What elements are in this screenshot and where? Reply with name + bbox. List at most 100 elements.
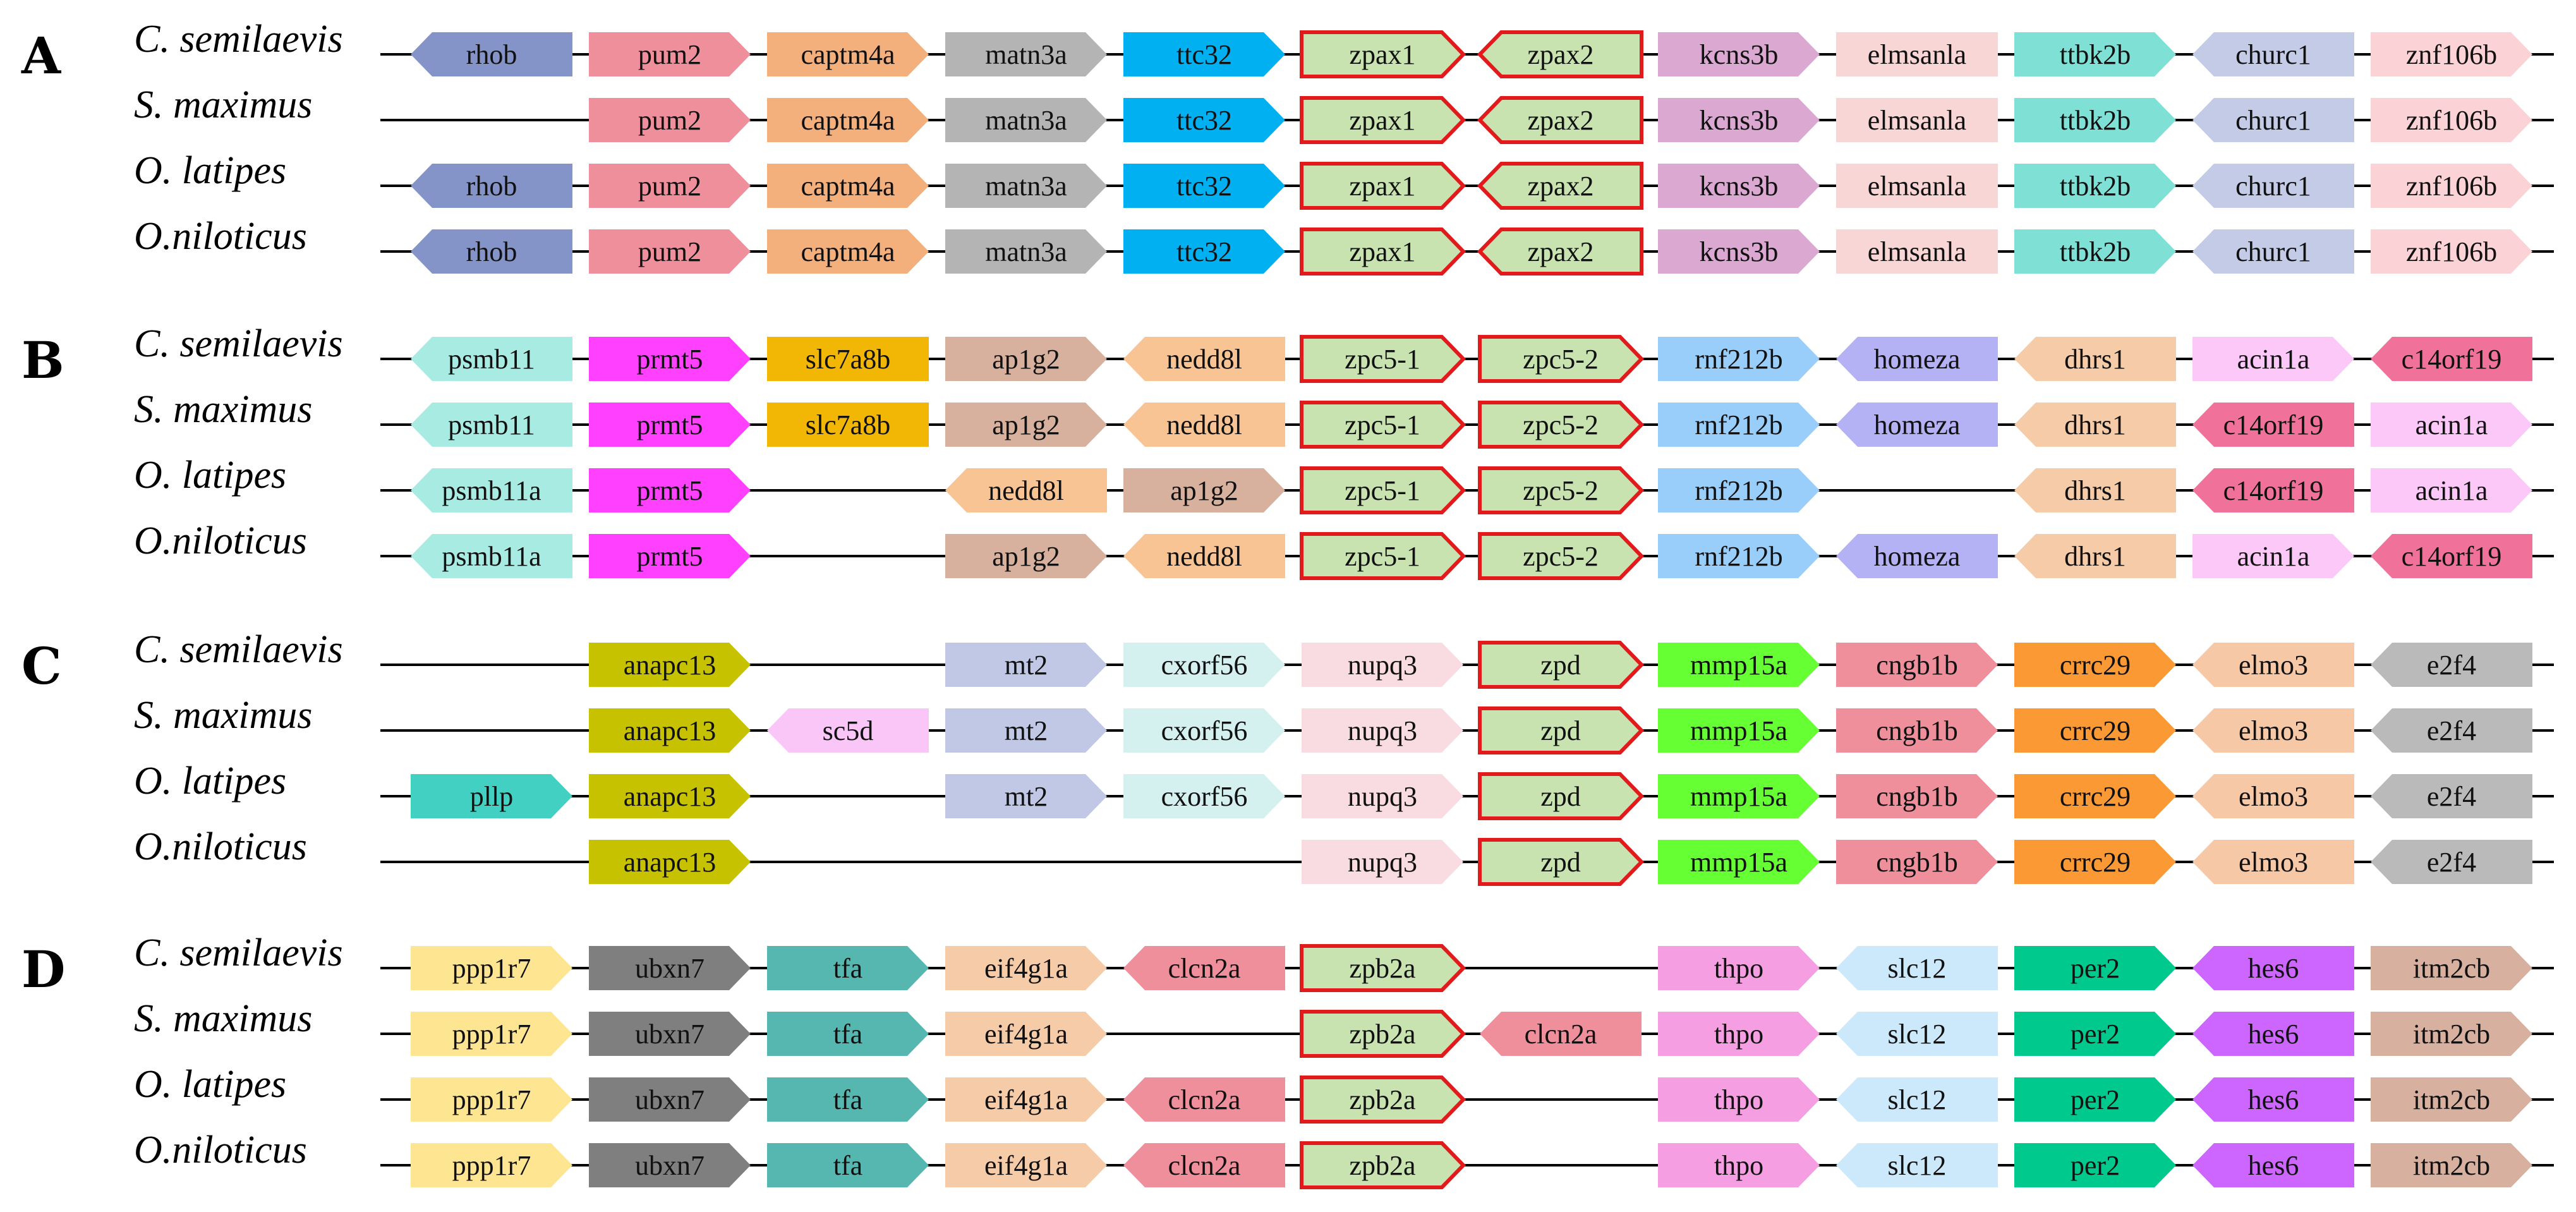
gene-label: mmp15a — [1690, 847, 1787, 878]
gene-label: anapc13 — [624, 847, 717, 878]
gene-label: psmb11 — [448, 409, 535, 440]
gene-zpax2: zpax2 — [1477, 96, 1643, 144]
gene-hes6: hes6 — [2192, 946, 2354, 990]
gene-arrow — [1836, 337, 1998, 381]
gene-captm4a: captm4a — [767, 229, 929, 274]
gene-sc5d: sc5d — [767, 708, 929, 753]
gene-label: homeza — [1874, 541, 1961, 572]
gene-arrow — [2371, 164, 2532, 208]
gene-rhob: rhob — [411, 164, 572, 208]
gene-arrow — [2192, 403, 2354, 447]
gene-label: crrc29 — [2060, 781, 2131, 812]
gene-ubxn7: ubxn7 — [589, 1143, 751, 1187]
zp-gene-arrow — [1300, 401, 1466, 449]
zp-gene-arrow — [1478, 838, 1645, 886]
gene-label: captm4a — [801, 171, 895, 202]
gene-label: c14orf19 — [2402, 344, 2502, 375]
gene-label: zpax2 — [1527, 236, 1593, 267]
species-row: C. semilaevis anapc13 mt2 cxorf56 nupq3 zpd mm… — [134, 628, 2554, 689]
gene-eif4g1a: eif4g1a — [945, 1143, 1107, 1187]
species-label: O.niloticus — [134, 1129, 307, 1172]
gene-psmb11a: psmb11a — [411, 468, 572, 512]
panel-letter: C — [21, 636, 62, 696]
gene-label: clcn2a — [1525, 1019, 1597, 1050]
gene-arrow — [1836, 1012, 1998, 1056]
gene-slc12: slc12 — [1836, 1143, 1998, 1187]
gene-prmt5: prmt5 — [589, 403, 751, 447]
gene-zpax1: zpax1 — [1300, 162, 1466, 210]
gene-elmsanla: elmsanla — [1836, 164, 1998, 208]
gene-arrow — [2192, 534, 2354, 578]
gene-label: slc12 — [1888, 953, 1947, 984]
gene-label: mmp15a — [1690, 715, 1787, 746]
gene-arrow — [2014, 468, 2176, 512]
gene-label: ubxn7 — [635, 1150, 704, 1181]
gene-label: zpax2 — [1527, 39, 1593, 70]
gene-label: slc7a8b — [806, 344, 890, 375]
gene-homeza: homeza — [1836, 337, 1998, 381]
species-row: O.niloticus psmb11a prmt5 ap1g2 nedd8l zpc5-1… — [134, 519, 2554, 580]
gene-arrow — [1658, 337, 1820, 381]
gene-arrow — [589, 337, 751, 381]
gene-label: tfa — [833, 1150, 862, 1181]
gene-label: sc5d — [823, 715, 874, 746]
gene-label: prmt5 — [636, 409, 703, 440]
gene-arrow — [411, 403, 572, 447]
panel-a: A C. semilaevis rhob pum2 captm4a matn3a ttc32… — [21, 18, 2554, 276]
gene-elmsanla: elmsanla — [1836, 32, 1998, 76]
gene-label: e2f4 — [2427, 781, 2476, 812]
gene-arrow — [411, 534, 572, 578]
gene-zpax1: zpax1 — [1300, 227, 1466, 276]
gene-psmb11: psmb11 — [411, 403, 572, 447]
gene-nupq3: nupq3 — [1302, 643, 1463, 687]
gene-arrow — [2014, 164, 2176, 208]
gene-label: ap1g2 — [992, 344, 1060, 375]
gene-label: anapc13 — [624, 781, 717, 812]
species-label: O. latipes — [134, 760, 286, 803]
gene-nedd8l: nedd8l — [945, 468, 1107, 512]
zp-gene-arrow — [1478, 532, 1645, 580]
gene-label: nedd8l — [988, 475, 1064, 506]
gene-label: ttc32 — [1176, 236, 1232, 267]
gene-label: per2 — [2071, 1084, 2120, 1115]
gene-label: ppp1r7 — [452, 953, 531, 984]
gene-zpc5-2: zpc5-2 — [1478, 335, 1645, 383]
zp-gene-arrow — [1300, 1010, 1466, 1058]
gene-ttbk2b: ttbk2b — [2014, 32, 2176, 76]
gene-kcns3b: kcns3b — [1658, 32, 1820, 76]
gene-arrow — [1302, 643, 1463, 687]
gene-zpc5-2: zpc5-2 — [1478, 532, 1645, 580]
gene-label: rnf212b — [1695, 475, 1782, 506]
gene-arrow — [1836, 1077, 1998, 1122]
gene-label: zpc5-2 — [1523, 409, 1599, 440]
gene-arrow — [2192, 468, 2354, 512]
gene-label: ap1g2 — [992, 409, 1060, 440]
gene-arrow — [2192, 1143, 2354, 1187]
gene-label: cxorf56 — [1161, 650, 1248, 681]
gene-anapc13: anapc13 — [589, 708, 751, 753]
gene-arrow — [945, 403, 1107, 447]
gene-crrc29: crrc29 — [2014, 774, 2176, 818]
gene-label: e2f4 — [2427, 650, 2476, 681]
gene-slc7a8b: slc7a8b — [767, 337, 929, 381]
gene-arrow — [945, 1012, 1107, 1056]
gene-label: zpax1 — [1349, 171, 1415, 202]
species-row: S. maximus anapc13 sc5d mt2 cxorf56 nupq3 zpd m… — [134, 694, 2554, 754]
gene-label: itm2cb — [2413, 1084, 2490, 1115]
gene-ap1g2: ap1g2 — [945, 534, 1107, 578]
gene-label: dhrs1 — [2064, 344, 2126, 375]
gene-zpb2a: zpb2a — [1300, 1076, 1466, 1124]
zp-gene-arrow — [1477, 30, 1643, 78]
gene-arrow — [945, 164, 1107, 208]
gene-arrow — [1123, 229, 1285, 274]
gene-ubxn7: ubxn7 — [589, 1077, 751, 1122]
panel-c: C C. semilaevis anapc13 mt2 cxorf56 nupq3 zpd m… — [21, 628, 2554, 886]
gene-arrow — [2014, 32, 2176, 76]
gene-arrow — [2192, 840, 2354, 884]
gene-label: hes6 — [2248, 953, 2299, 984]
gene-e2f4: e2f4 — [2371, 643, 2532, 687]
gene-label: zpd — [1540, 650, 1581, 681]
gene-pum2: pum2 — [589, 98, 751, 142]
gene-label: cxorf56 — [1161, 715, 1248, 746]
